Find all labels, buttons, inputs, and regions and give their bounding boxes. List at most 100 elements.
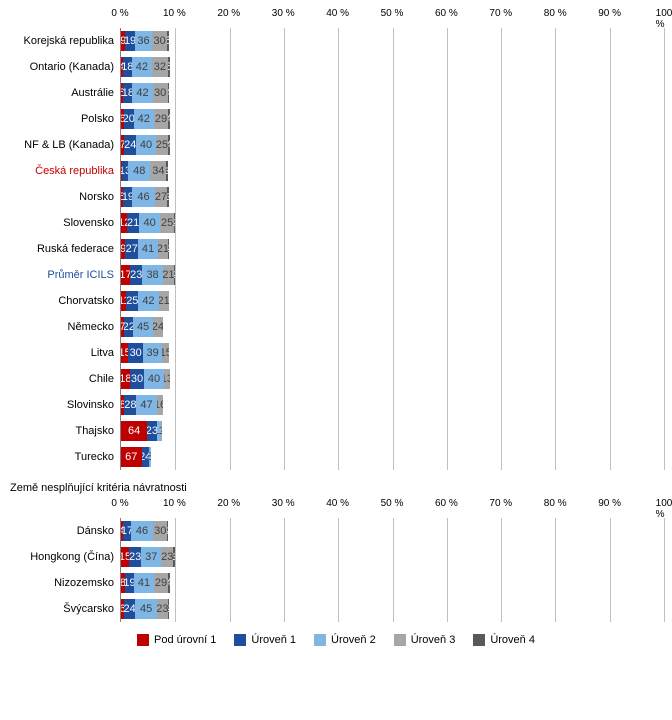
gridline bbox=[284, 158, 285, 184]
bar-segment: 21 bbox=[163, 265, 174, 285]
legend-label: Úroveň 4 bbox=[490, 634, 535, 646]
bar-area: 8284716 bbox=[120, 392, 664, 418]
axis-tick: 30 % bbox=[272, 8, 295, 19]
legend-item: Úroveň 2 bbox=[314, 634, 376, 646]
stacked-bar: 122140252 bbox=[121, 213, 175, 233]
bar-segment: 24 bbox=[124, 135, 136, 155]
gridline bbox=[338, 28, 339, 54]
bar-segment: 8 bbox=[149, 447, 151, 467]
gridline bbox=[555, 544, 556, 570]
legend: Pod úrovní 1Úroveň 1Úroveň 2Úroveň 3Úrov… bbox=[8, 634, 664, 646]
gridline bbox=[501, 158, 502, 184]
gridline bbox=[501, 236, 502, 262]
bar-segment: 67 bbox=[121, 447, 142, 467]
gridline bbox=[501, 54, 502, 80]
gridline bbox=[501, 596, 502, 622]
gridline bbox=[338, 236, 339, 262]
gridline bbox=[175, 314, 176, 340]
gridline bbox=[284, 596, 285, 622]
row-label: NF & LB (Kanada) bbox=[8, 139, 120, 151]
axis-tick: 0 % bbox=[111, 8, 128, 19]
gridline bbox=[338, 158, 339, 184]
gridline bbox=[501, 340, 502, 366]
gridline bbox=[664, 314, 665, 340]
gridline bbox=[284, 340, 285, 366]
stacked-bar: 92741212 bbox=[121, 239, 169, 259]
gridline bbox=[610, 544, 611, 570]
bar-segment: 23 bbox=[130, 265, 142, 285]
bar-segment: 36 bbox=[135, 31, 153, 51]
gridline bbox=[555, 444, 556, 470]
gridline bbox=[610, 132, 611, 158]
gridline bbox=[555, 210, 556, 236]
gridline bbox=[230, 314, 231, 340]
gridline bbox=[230, 288, 231, 314]
gridline bbox=[610, 418, 611, 444]
gridline bbox=[555, 314, 556, 340]
gridline bbox=[610, 444, 611, 470]
gridline bbox=[284, 366, 285, 392]
gridline bbox=[610, 518, 611, 544]
bar-segment: 46 bbox=[132, 187, 154, 207]
gridline bbox=[664, 132, 665, 158]
stacked-bar: 6423112 bbox=[121, 421, 162, 441]
gridline bbox=[175, 596, 176, 622]
bar-segment: 4 bbox=[168, 135, 170, 155]
stacked-bar: 62042294 bbox=[121, 109, 170, 129]
bar-segment: 30 bbox=[153, 83, 168, 103]
row-label: Česká republika bbox=[8, 165, 120, 177]
gridline bbox=[230, 570, 231, 596]
data-row: Chorvatsko11254221 bbox=[8, 288, 664, 314]
bar-segment: 23 bbox=[129, 547, 141, 567]
bar-segment: 18 bbox=[123, 57, 132, 77]
data-row: NF & LB (Kanada)72440254 bbox=[8, 132, 664, 158]
gridline bbox=[610, 314, 611, 340]
gridline bbox=[393, 314, 394, 340]
bar-area: 122140252 bbox=[120, 210, 664, 236]
gridline bbox=[555, 158, 556, 184]
gridline bbox=[393, 106, 394, 132]
data-row: Švýcarsko62445232 bbox=[8, 596, 664, 622]
gridline bbox=[555, 518, 556, 544]
gridline bbox=[447, 54, 448, 80]
gridline bbox=[610, 262, 611, 288]
stacked-bar: 21348343 bbox=[121, 161, 168, 181]
gridline bbox=[230, 80, 231, 106]
gridline bbox=[230, 418, 231, 444]
gridline bbox=[555, 418, 556, 444]
legend-label: Úroveň 1 bbox=[251, 634, 296, 646]
bar-segment: 47 bbox=[136, 395, 156, 415]
data-row: Thajsko6423112 bbox=[8, 418, 664, 444]
gridline bbox=[338, 184, 339, 210]
gridline bbox=[338, 340, 339, 366]
gridline bbox=[393, 596, 394, 622]
stacked-bar: 62445232 bbox=[121, 599, 169, 619]
legend-swatch bbox=[137, 634, 149, 646]
gridline bbox=[610, 54, 611, 80]
row-label: Norsko bbox=[8, 191, 120, 203]
bar-area: 72440254 bbox=[120, 132, 664, 158]
gridline bbox=[230, 596, 231, 622]
bar-segment: 37 bbox=[141, 547, 161, 567]
bar-segment: 28 bbox=[124, 395, 136, 415]
bar-segment: 2 bbox=[161, 421, 162, 441]
gridline bbox=[393, 544, 394, 570]
bar-segment: 23 bbox=[157, 599, 168, 619]
gridline bbox=[501, 570, 502, 596]
gridline bbox=[284, 518, 285, 544]
gridline bbox=[338, 132, 339, 158]
gridline bbox=[555, 54, 556, 80]
gridline bbox=[338, 288, 339, 314]
gridline bbox=[175, 106, 176, 132]
gridline bbox=[501, 80, 502, 106]
data-row: Německo7224524 bbox=[8, 314, 664, 340]
gridline bbox=[610, 28, 611, 54]
x-axis: 0 %10 %20 %30 %40 %50 %60 %70 %80 %90 %1… bbox=[8, 498, 664, 514]
data-row: Norsko51946273 bbox=[8, 184, 664, 210]
row-label: Ontario (Kanada) bbox=[8, 61, 120, 73]
stacked-bar: 172338212 bbox=[121, 265, 175, 285]
gridline bbox=[664, 80, 665, 106]
stacked-bar: 7224524 bbox=[121, 317, 164, 337]
gridline bbox=[664, 262, 665, 288]
bar-segment: 29 bbox=[154, 573, 168, 593]
